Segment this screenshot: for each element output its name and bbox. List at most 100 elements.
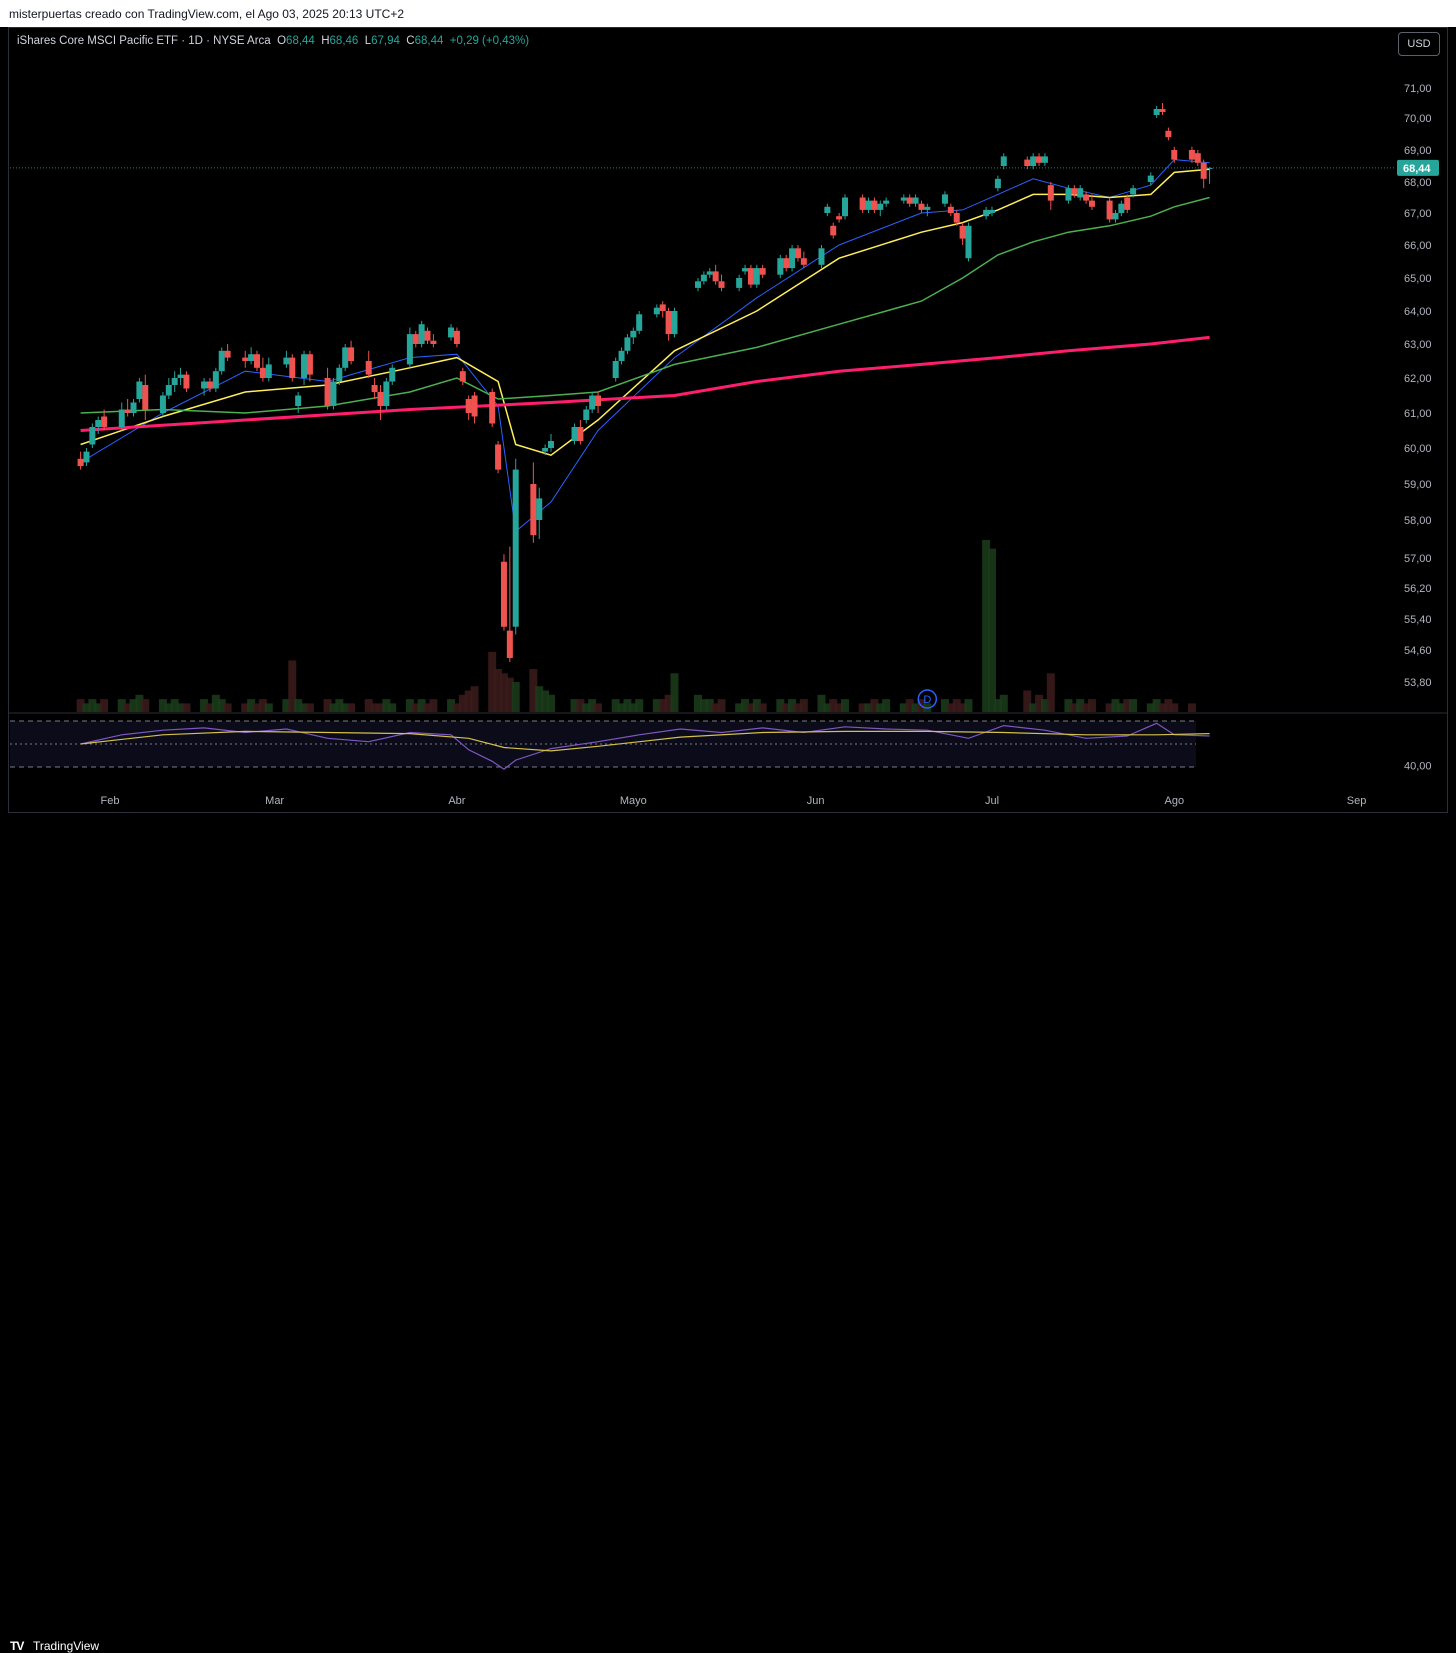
volume-bar [223, 703, 232, 712]
volume-bar [1046, 673, 1055, 712]
candle-body [1030, 156, 1037, 166]
volume-bar [882, 699, 891, 712]
moving-average-line [80, 196, 1210, 414]
time-axis-label: Jul [985, 795, 999, 807]
symbol-name[interactable]: iShares Core MSCI Pacific ETF · 1D · NYS… [17, 35, 271, 47]
volume-bar [741, 699, 750, 712]
candle-body [777, 258, 784, 275]
candle-body [1024, 159, 1031, 166]
volume-bar [470, 686, 479, 712]
volume-bar [782, 703, 791, 712]
volume-bar [611, 699, 620, 712]
volume-bar [258, 699, 267, 712]
candle-body [1194, 153, 1201, 163]
volume-bar [323, 699, 332, 712]
candle-body [459, 371, 466, 382]
chart-canvas[interactable]: 71,00 70,00 69,00 68,00 67,00 66,00 65,00 64,00… [0, 0, 1456, 849]
volume-bar [1111, 699, 1120, 712]
candle-body [842, 197, 848, 217]
volume-bar [499, 673, 508, 712]
volume-bar [247, 699, 256, 712]
candle-body [500, 561, 507, 627]
volume-bar [617, 703, 626, 712]
volume-bar [835, 703, 844, 712]
candle-body [489, 392, 496, 424]
open-label: O [277, 35, 287, 47]
volume-bar [417, 699, 426, 712]
volume-bar [447, 699, 456, 712]
candle-body [324, 378, 331, 406]
volume-bar [664, 694, 673, 712]
volume-bar [100, 699, 109, 712]
volume-bar [829, 699, 838, 712]
candle-body [1112, 213, 1119, 220]
candle-body [1077, 188, 1084, 198]
volume-bar [1087, 699, 1096, 712]
candle-body [953, 213, 960, 223]
candle-body [383, 381, 390, 406]
volume-bar [182, 703, 191, 712]
candle-body [742, 268, 749, 272]
candle-body [571, 427, 578, 441]
volume-bar [429, 699, 438, 712]
volume-bar [341, 703, 350, 712]
volume-bar [423, 703, 432, 712]
candle-body [118, 409, 125, 427]
candle-body [712, 271, 719, 282]
candle-body [254, 354, 260, 368]
candle-body [206, 381, 213, 389]
candle-body [1071, 188, 1078, 195]
volume-bar [158, 699, 167, 712]
volume-bar [94, 703, 103, 712]
price-axis-label: 61,00 [1404, 408, 1432, 420]
candle-body [659, 304, 666, 311]
rsi-line [80, 722, 1210, 771]
volume-bar [1129, 699, 1138, 712]
currency-button[interactable]: USD [1398, 32, 1440, 56]
candle-body [624, 337, 631, 351]
candle-body [994, 178, 1001, 189]
candle-body [912, 197, 919, 204]
volume-bar [999, 694, 1008, 712]
volume-bar [776, 699, 785, 712]
candle-body [900, 197, 907, 201]
volume-bar [841, 699, 849, 712]
header-bar: misterpuertas creado con TradingView.com… [0, 0, 1456, 27]
candle-body [653, 307, 660, 315]
brand-name: TradingView [33, 1639, 100, 1653]
volume-bar [217, 699, 226, 712]
volume-bar [823, 703, 832, 712]
candle-body [77, 458, 84, 466]
candle-body [583, 409, 590, 420]
candle-body [1171, 150, 1178, 160]
price-axis-label: 59,00 [1404, 479, 1432, 491]
volume-bar [370, 703, 379, 712]
chart-frame [8, 27, 1448, 813]
volume-bar [141, 699, 150, 712]
candle-body [859, 197, 866, 210]
price-axis-label: 68,00 [1404, 177, 1432, 189]
candle-body [589, 395, 596, 410]
rsi-line [80, 730, 1210, 752]
volume-bar [717, 699, 726, 712]
time-axis-label: Mayo [620, 795, 647, 807]
volume-bar [911, 703, 920, 712]
candle-body [406, 334, 413, 365]
candle-body [794, 248, 801, 259]
candle-body [965, 225, 972, 259]
low-value: 67,94 [371, 35, 400, 47]
candle-body [1147, 175, 1154, 182]
candle-body [695, 281, 701, 288]
volume-bar [946, 703, 955, 712]
candle-body [95, 420, 102, 427]
volume-bar [117, 699, 126, 712]
candle-body [789, 248, 796, 269]
price-axis-label: 62,00 [1404, 373, 1432, 385]
volume-bar [176, 703, 185, 712]
volume-bar [982, 540, 991, 712]
volume-bar [300, 703, 309, 712]
candle-body [700, 274, 707, 282]
volume-bar [694, 694, 702, 712]
candle-body [941, 194, 948, 204]
volume-bar [211, 694, 220, 712]
